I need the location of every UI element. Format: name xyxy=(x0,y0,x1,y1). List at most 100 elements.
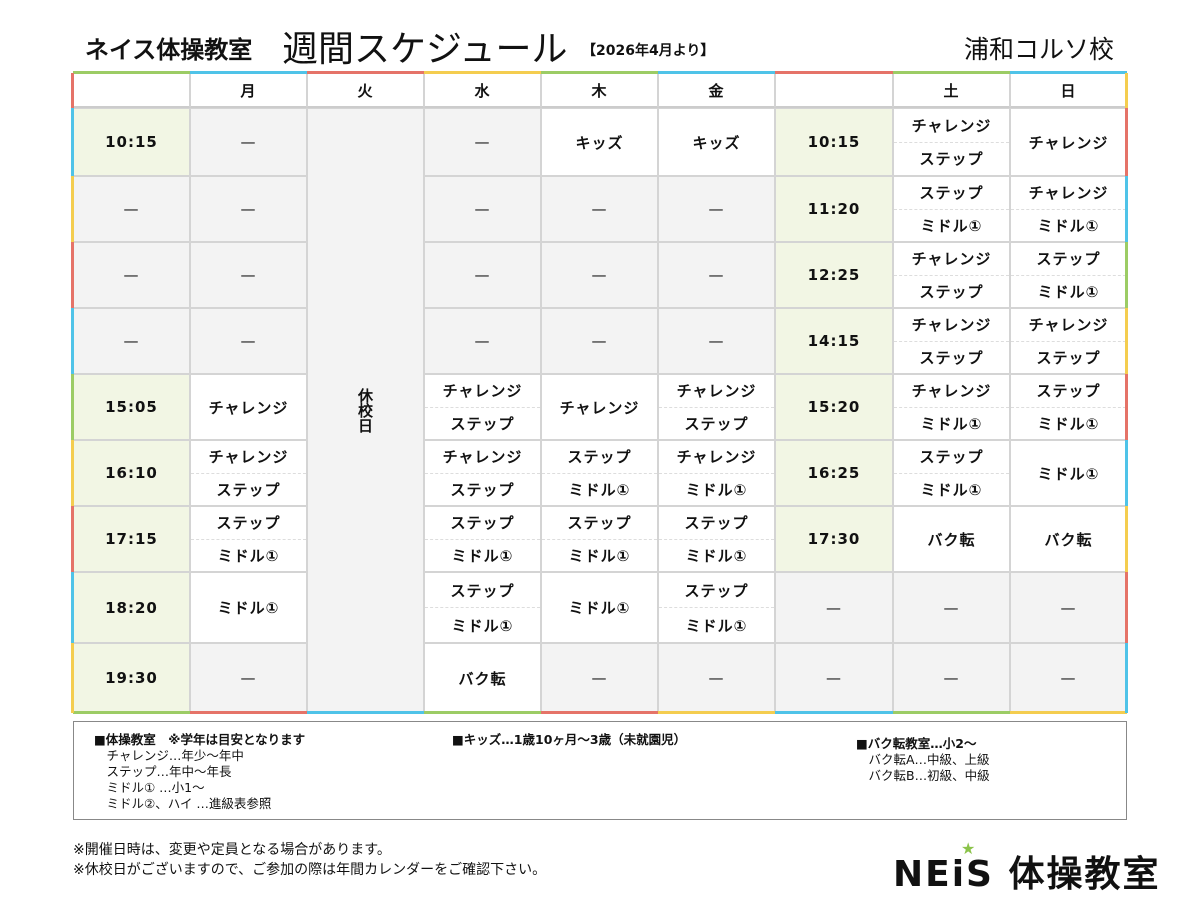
class-cell: ステップ ミドル① xyxy=(424,506,541,572)
border-accent xyxy=(893,71,1010,74)
cell-text: ミドル① xyxy=(542,538,657,572)
cell-text: チャレンジ xyxy=(911,116,992,135)
branch-name: 浦和コルソ校 xyxy=(963,35,1114,64)
cell-text: 15:05 xyxy=(105,398,158,416)
cell-text: ステップ xyxy=(684,514,749,533)
cell-text: ステップ xyxy=(216,514,281,533)
border-accent xyxy=(775,71,893,74)
class-cell: — xyxy=(658,643,775,713)
note-line: ※休校日がございますので、ご参加の際は年間カレンダーをご確認下さい。 xyxy=(73,862,547,878)
cell-text: ミドル① xyxy=(1011,274,1126,308)
class-cell: — xyxy=(1010,643,1127,713)
cell-text: 10:15 xyxy=(105,133,158,151)
cell-text: ステップ xyxy=(894,340,1009,374)
day-header: 土 xyxy=(893,73,1010,108)
class-cell: ミドル① xyxy=(541,572,658,643)
day-header: 水 xyxy=(424,73,541,108)
class-cell: — xyxy=(1010,572,1127,643)
border-accent xyxy=(1010,71,1127,74)
class-cell: — xyxy=(658,308,775,374)
cell-text: 10:15 xyxy=(807,133,861,151)
class-cell: ミドル① xyxy=(190,572,307,643)
legend-backflip: ■バク転教室…小2～ バク転A…中級、上級 バク転B…初級、中級 xyxy=(856,736,990,784)
class-cell: バク転 xyxy=(893,506,1010,572)
class-cell: チャレンジ ステップ xyxy=(1010,308,1127,374)
cell-text: 金 xyxy=(708,81,725,100)
cell-text: ミドル① xyxy=(659,472,774,506)
day-header xyxy=(73,73,190,108)
cell-text: ステップ xyxy=(919,184,984,203)
cell-text: 11:20 xyxy=(807,200,861,218)
cell-text: ステップ xyxy=(1011,340,1126,374)
cell-text: ステップ xyxy=(1036,382,1101,401)
class-cell: — xyxy=(424,108,541,176)
cell-text: チャレンジ xyxy=(208,448,289,467)
time-cell: 16:25 xyxy=(775,440,893,506)
cell-text: — xyxy=(123,332,140,350)
notes: ※開催日時は、変更や定員となる場合があります。 ※休校日がございますので、ご参加… xyxy=(73,840,546,880)
class-cell: キッズ xyxy=(541,108,658,176)
cell-text: 12:25 xyxy=(807,266,861,284)
class-cell: チャレンジ ミドル① xyxy=(658,440,775,506)
border-accent xyxy=(541,711,658,714)
border-accent xyxy=(658,711,775,714)
class-cell: チャレンジ ステップ xyxy=(424,440,541,506)
cell-text: ミドル① xyxy=(894,406,1009,440)
legend-line: ■キッズ…1歳10ヶ月～3歳（未就園児） xyxy=(452,732,687,747)
class-cell: — xyxy=(541,242,658,308)
cell-text: ミドル① xyxy=(217,599,280,617)
border-accent xyxy=(307,71,424,74)
neis-logo: NEiS 体操教室 ★ xyxy=(893,839,1161,897)
cell-text: ミドル① xyxy=(1011,208,1126,242)
class-cell: — xyxy=(190,643,307,713)
time-cell: 11:20 xyxy=(775,176,893,242)
class-cell: ステップミドル① xyxy=(893,176,1010,242)
cell-text: キッズ xyxy=(575,133,624,152)
border-accent xyxy=(71,506,74,572)
cell-text: — xyxy=(474,266,491,284)
effective-date: 【2026年4月より】 xyxy=(582,43,715,59)
day-header: 金 xyxy=(658,73,775,108)
time-cell: 15:20 xyxy=(775,374,893,440)
legend-line: バク転B…初級、中級 xyxy=(856,768,990,783)
class-cell: ステップ ミドル① xyxy=(1010,242,1127,308)
border-accent xyxy=(71,308,74,374)
time-cell: 17:15 xyxy=(73,506,190,572)
legend-box: ■体操教室 ※学年は目安となります チャレンジ…年少～年中 ステップ…年中～年長… xyxy=(73,721,1127,820)
legend-line: ■バク転教室…小2～ xyxy=(856,736,977,751)
class-cell: — xyxy=(190,242,307,308)
class-cell: チャレンジ ミドル① xyxy=(1010,176,1127,242)
cell-text: — xyxy=(123,200,140,218)
time-cell: 17:30 xyxy=(775,506,893,572)
border-accent xyxy=(71,242,74,308)
cell-text: ミドル① xyxy=(1037,464,1100,483)
cell-text: バク転 xyxy=(927,530,976,549)
day-header xyxy=(775,73,893,108)
cell-text: — xyxy=(240,669,257,687)
class-cell: — xyxy=(541,308,658,374)
class-cell: ステップ ミドル① xyxy=(1010,374,1127,440)
class-cell: チャレンジ xyxy=(190,374,307,440)
cell-text: 16:10 xyxy=(105,464,158,482)
cell-text: ミドル① xyxy=(568,599,631,617)
border-accent xyxy=(71,440,74,506)
cell-text xyxy=(74,74,189,106)
class-cell: チャレンジ ステップ xyxy=(893,242,1010,308)
legend-line: ミドル②、ハイ …進級表参照 xyxy=(94,796,272,811)
class-cell: チャレンジ ステップ xyxy=(190,440,307,506)
class-cell: ステップ ミドル① xyxy=(893,440,1010,506)
cell-text: チャレンジ xyxy=(559,398,640,417)
cell-text: チャレンジ xyxy=(1028,133,1109,152)
class-cell: ステップ ミドル① xyxy=(541,440,658,506)
cell-text: — xyxy=(240,133,257,151)
class-cell: — xyxy=(190,308,307,374)
cell-text: ミドル① xyxy=(894,208,1009,242)
cell-text: 17:15 xyxy=(105,530,158,548)
cell-text: ミドル① xyxy=(191,538,306,572)
cell-text: — xyxy=(474,200,491,218)
cell-text: 16:25 xyxy=(807,464,861,482)
border-accent xyxy=(71,572,74,643)
cell-text: ミドル① xyxy=(659,607,774,642)
cell-text: — xyxy=(943,669,960,687)
